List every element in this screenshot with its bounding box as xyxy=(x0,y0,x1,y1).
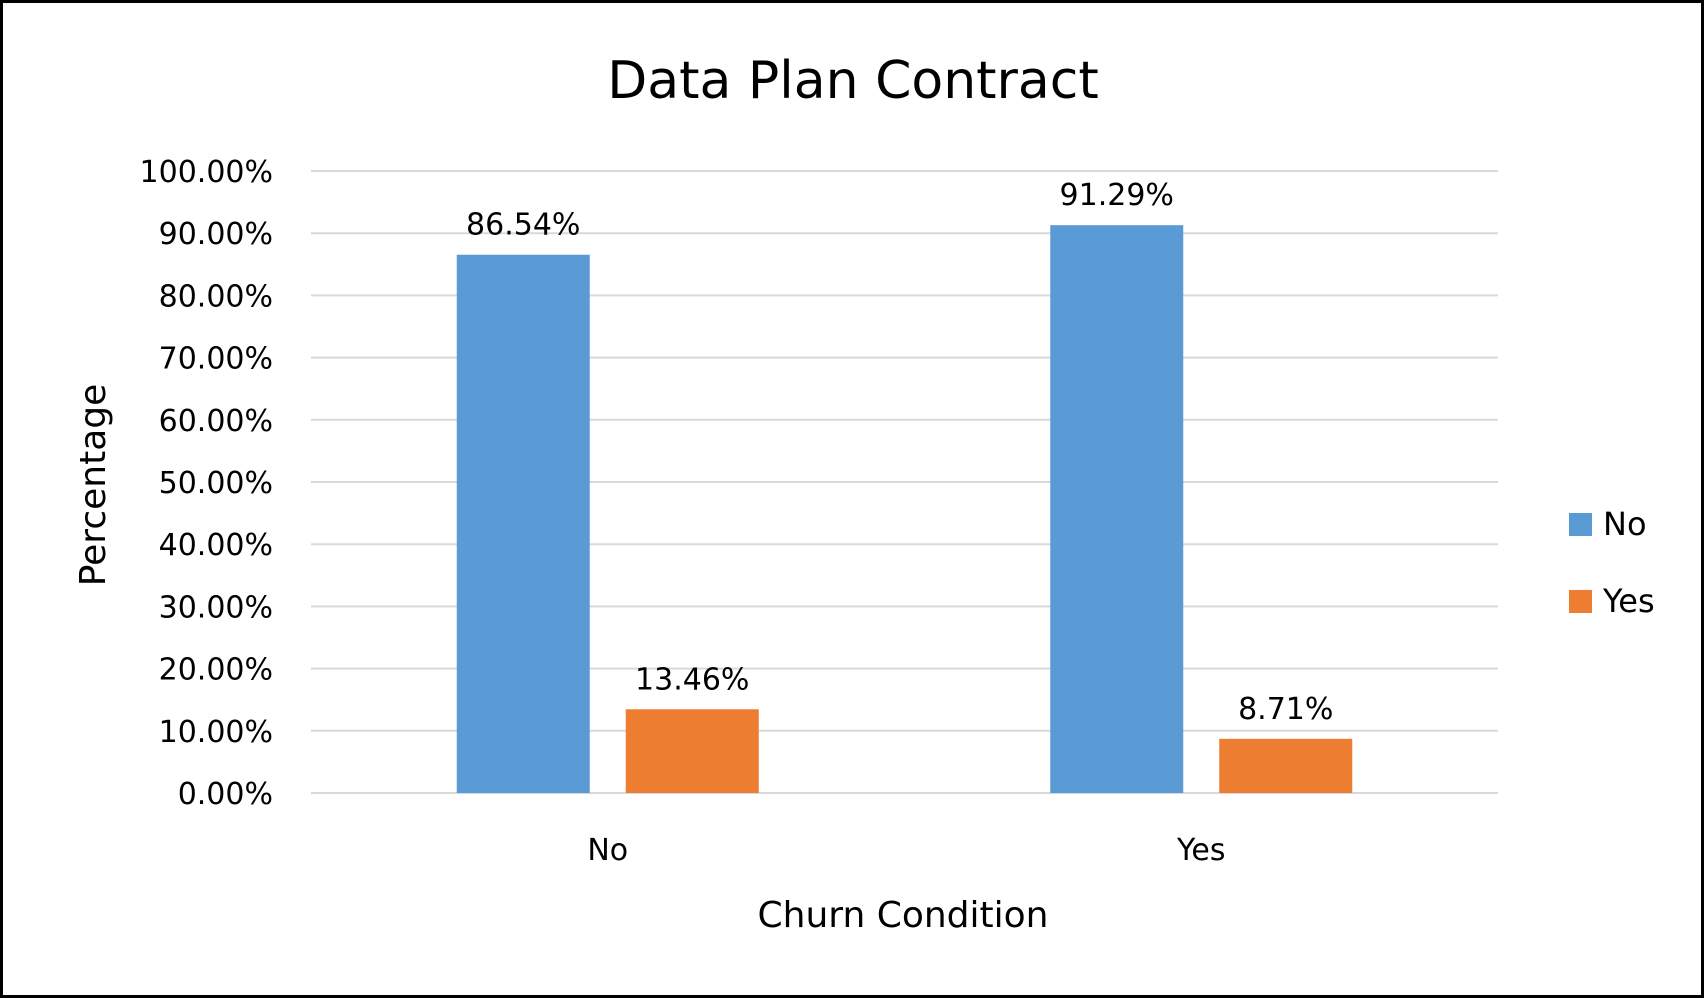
data-labels: 86.54% 13.46% 91.29% 8.71% xyxy=(466,178,1333,727)
bar-no-yes xyxy=(625,709,759,793)
x-tick-label: Yes xyxy=(1176,833,1225,868)
legend-label: Yes xyxy=(1602,582,1655,620)
y-tick-label: 40.00% xyxy=(159,528,273,563)
bars xyxy=(456,225,1353,794)
bar-yes-no xyxy=(1050,225,1184,793)
y-tick-label: 60.00% xyxy=(159,404,273,439)
bar-no-no xyxy=(456,254,590,794)
data-label: 8.71% xyxy=(1238,692,1333,727)
x-axis-ticks: No Yes xyxy=(587,833,1225,868)
legend-swatch-no xyxy=(1569,513,1592,536)
bar-chart: Data Plan Contract 0.00% 10.00% 20.00% 30.0… xyxy=(73,51,1655,936)
y-axis-title: Percentage xyxy=(73,384,114,587)
legend-swatch-yes xyxy=(1569,590,1592,613)
data-label: 13.46% xyxy=(635,662,749,697)
y-tick-label: 80.00% xyxy=(159,279,273,314)
y-tick-label: 100.00% xyxy=(140,155,273,190)
y-tick-label: 0.00% xyxy=(178,777,273,812)
legend-label: No xyxy=(1603,505,1647,543)
x-axis-title: Churn Condition xyxy=(758,895,1049,936)
y-tick-label: 30.00% xyxy=(159,590,273,625)
y-axis-ticks: 0.00% 10.00% 20.00% 30.00% 40.00% 50.00% 60.00… xyxy=(140,155,273,812)
data-label: 86.54% xyxy=(466,208,580,243)
y-tick-label: 90.00% xyxy=(159,217,273,252)
chart-title: Data Plan Contract xyxy=(607,51,1099,111)
x-tick-label: No xyxy=(587,833,628,868)
y-tick-label: 50.00% xyxy=(159,466,273,501)
bar-yes-yes xyxy=(1219,738,1353,793)
y-tick-label: 20.00% xyxy=(159,653,273,688)
legend: No Yes xyxy=(1569,505,1655,620)
data-label: 91.29% xyxy=(1060,178,1174,213)
y-tick-label: 70.00% xyxy=(159,342,273,377)
y-tick-label: 10.00% xyxy=(159,715,273,750)
